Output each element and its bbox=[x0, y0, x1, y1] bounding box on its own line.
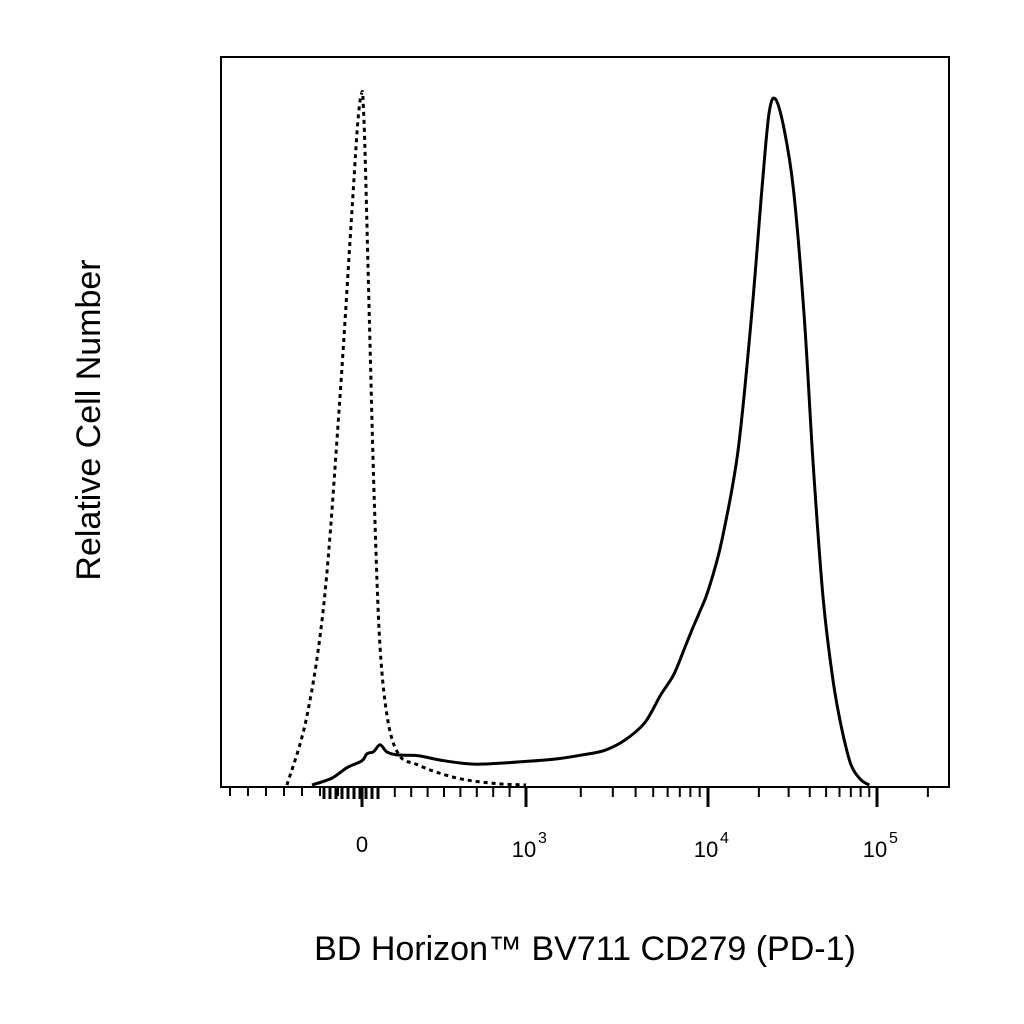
y-axis-title: Relative Cell Number bbox=[70, 259, 108, 580]
x-tick-label-base: 0 bbox=[356, 832, 368, 857]
plot-frame bbox=[220, 56, 950, 788]
x-tick-label-exponent: 5 bbox=[889, 830, 898, 847]
x-axis-ticks bbox=[229, 787, 929, 807]
x-tick-label-base: 10 bbox=[694, 837, 718, 862]
x-axis-tick-labels: 0 10 3 10 4 10 5 bbox=[356, 830, 898, 862]
x-tick-label: 10 3 bbox=[512, 830, 547, 862]
x-tick-label: 0 bbox=[356, 832, 368, 857]
x-tick-label-exponent: 4 bbox=[720, 830, 729, 847]
x-tick-label: 10 5 bbox=[863, 830, 898, 862]
x-tick-label-exponent: 3 bbox=[538, 830, 547, 847]
x-tick-label-base: 10 bbox=[863, 837, 887, 862]
x-tick-label-base: 10 bbox=[512, 837, 536, 862]
series-group bbox=[285, 89, 871, 787]
x-tick-label: 10 4 bbox=[694, 830, 729, 862]
stained-sample-curve bbox=[311, 96, 871, 787]
isotype-control-curve bbox=[285, 89, 527, 787]
x-axis-title: BD Horizon™ BV711 CD279 (PD-1) bbox=[314, 930, 856, 968]
